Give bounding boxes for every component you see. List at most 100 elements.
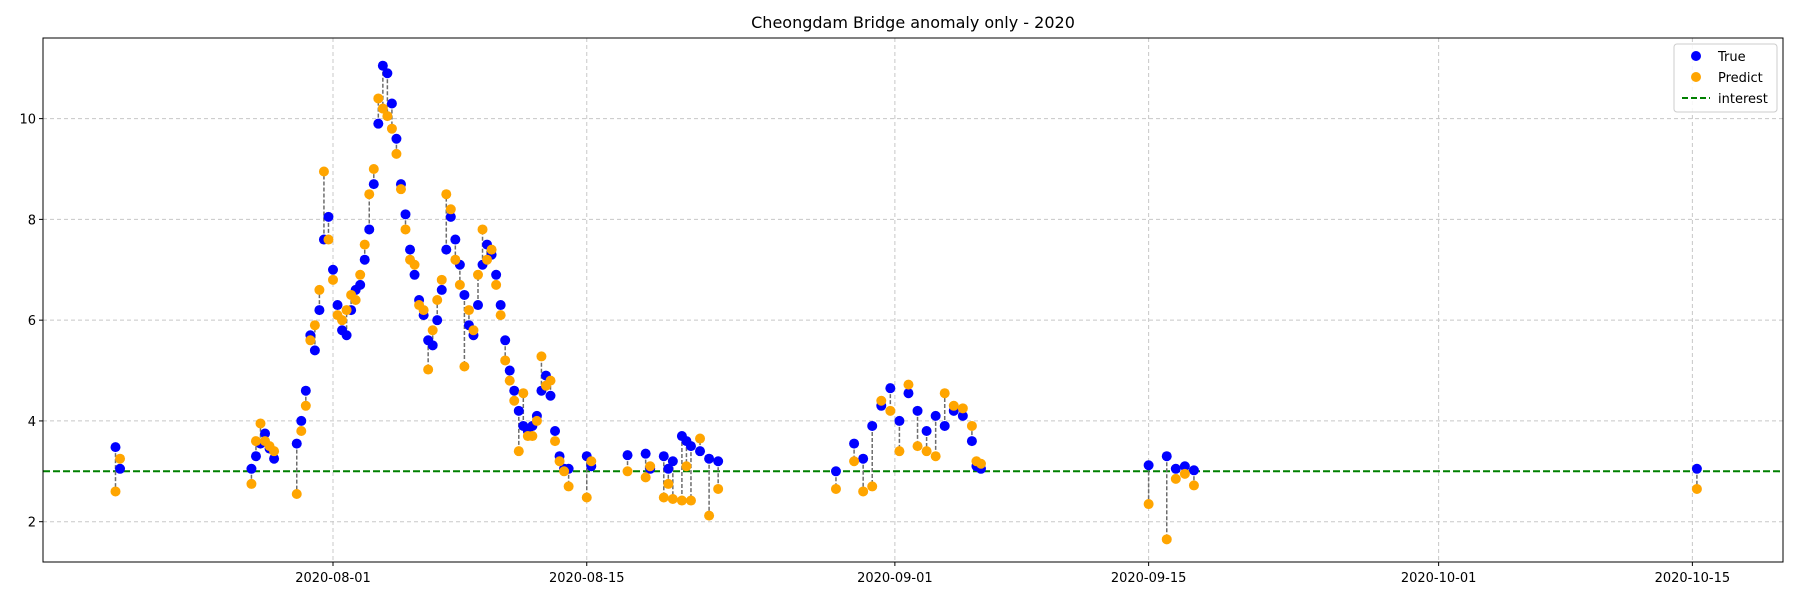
true-point xyxy=(966,436,977,447)
true-point xyxy=(713,456,724,467)
predict-point xyxy=(350,295,361,305)
axis-ticks: 2020-08-01 2020-08-15 2020-09-01 2020-09-15… xyxy=(19,113,1730,586)
predict-point xyxy=(704,510,715,521)
predict-point xyxy=(531,415,542,426)
predict-point xyxy=(291,488,302,499)
grid-lines xyxy=(43,38,1783,562)
predict-point xyxy=(314,284,325,295)
predict-point xyxy=(912,441,923,452)
true-point xyxy=(550,426,561,436)
true-point xyxy=(269,453,280,464)
predict-point xyxy=(377,103,388,114)
true-point xyxy=(296,415,307,426)
predict-point xyxy=(559,466,570,477)
predict-point xyxy=(115,453,126,464)
predict-point xyxy=(1188,480,1199,491)
true-point xyxy=(858,453,869,464)
true-point xyxy=(314,305,325,316)
predict-point xyxy=(867,481,878,492)
predict-point xyxy=(536,351,547,362)
true-point xyxy=(459,289,470,300)
predict-point xyxy=(640,472,651,483)
predict-point xyxy=(966,420,977,431)
true-point xyxy=(1170,463,1181,474)
predict-point xyxy=(930,451,941,462)
true-point xyxy=(622,450,633,461)
x-tick-label: 2020-10-15 xyxy=(1655,571,1731,586)
predict-point xyxy=(663,478,674,489)
predict-point xyxy=(491,279,502,290)
true-point xyxy=(509,385,520,396)
predict-point xyxy=(586,456,597,467)
predict-point xyxy=(328,274,338,285)
true-point xyxy=(930,410,941,421)
predict-point xyxy=(432,295,443,305)
true-point xyxy=(704,453,715,464)
true-point xyxy=(405,244,416,255)
predict-point xyxy=(658,492,669,503)
true-point xyxy=(364,224,375,235)
predict-point xyxy=(309,320,320,331)
legend-predict-label: Predict xyxy=(1718,71,1763,86)
predict-point xyxy=(894,446,905,457)
predict-point xyxy=(830,483,841,494)
x-tick-label: 2020-09-15 xyxy=(1111,571,1187,586)
predict-point xyxy=(445,204,456,215)
predict-point xyxy=(318,166,329,177)
legend-box xyxy=(1673,43,1778,113)
predict-point xyxy=(418,305,429,316)
predict-point xyxy=(676,495,687,506)
y-tick-label: 10 xyxy=(19,113,36,128)
true-point xyxy=(640,448,651,459)
true-point xyxy=(830,466,841,477)
true-point xyxy=(885,383,896,394)
predict-point xyxy=(681,461,692,472)
predict-point xyxy=(477,224,488,235)
true-point xyxy=(386,98,397,109)
predict-point xyxy=(427,325,438,336)
true-point xyxy=(513,405,524,416)
predict-point xyxy=(495,310,506,321)
predict-point xyxy=(441,189,452,200)
true-point xyxy=(658,451,669,462)
true-point xyxy=(441,244,452,255)
predict-point xyxy=(939,388,950,399)
predict-point xyxy=(645,461,656,472)
predict-point xyxy=(400,224,411,235)
predict-point xyxy=(305,335,316,346)
predict-point xyxy=(341,305,352,316)
true-point xyxy=(545,390,556,401)
plot-area-frame xyxy=(42,37,1784,563)
true-point xyxy=(939,420,950,431)
predict-point xyxy=(468,325,479,336)
true-point xyxy=(368,179,379,190)
true-point xyxy=(445,211,456,222)
true-point xyxy=(373,118,384,129)
true-point xyxy=(300,385,311,396)
predict-point xyxy=(323,234,334,245)
predict-series xyxy=(110,93,1702,545)
true-point xyxy=(685,441,696,452)
predict-point xyxy=(359,239,370,250)
true-point xyxy=(921,426,932,436)
predict-point xyxy=(296,426,307,436)
predict-point xyxy=(409,259,420,270)
predict-point xyxy=(391,148,402,159)
legend-predict-marker xyxy=(1691,72,1701,82)
true-point xyxy=(1188,465,1199,476)
true-point xyxy=(894,415,905,426)
true-point xyxy=(436,284,447,295)
predict-point xyxy=(876,395,887,406)
true-point xyxy=(912,405,923,416)
predict-point xyxy=(858,486,869,497)
true-point xyxy=(260,428,271,439)
predict-point xyxy=(545,375,556,386)
predict-point xyxy=(713,483,724,494)
predict-point xyxy=(975,458,986,469)
predict-point xyxy=(667,494,678,505)
true-point xyxy=(1179,461,1190,472)
true-point xyxy=(504,365,515,376)
true-point xyxy=(473,300,483,311)
predict-point xyxy=(450,254,461,265)
predict-point xyxy=(554,456,565,467)
